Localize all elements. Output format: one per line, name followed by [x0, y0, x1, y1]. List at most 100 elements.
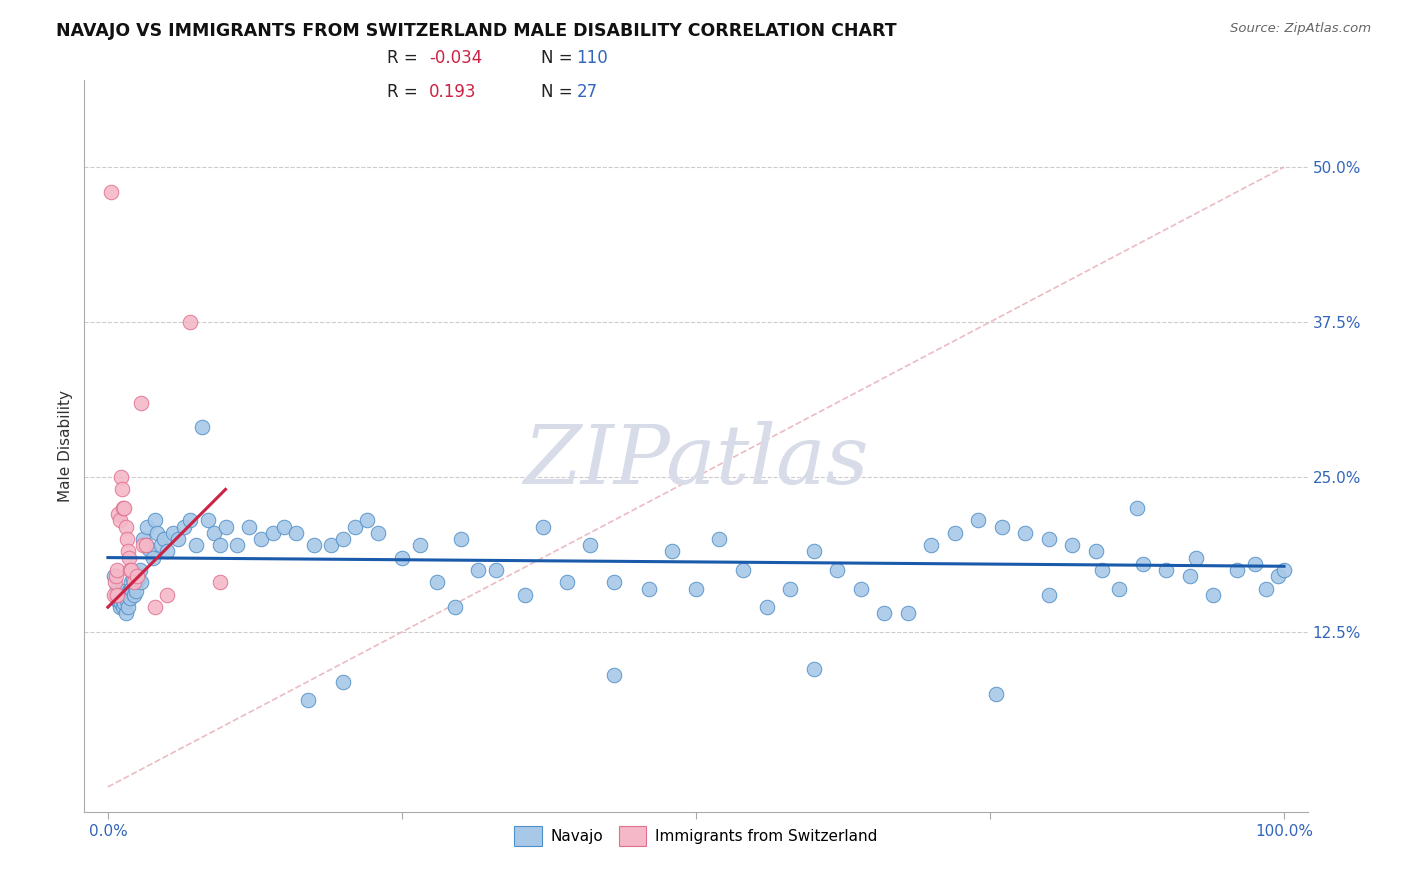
Navajo [321, 538, 343, 552]
Navajo [731, 563, 754, 577]
Navajo [444, 600, 467, 615]
Navajo [1126, 500, 1149, 515]
Navajo [367, 525, 389, 540]
Immigrants from Switzerland [120, 563, 142, 577]
Navajo [238, 519, 260, 533]
Navajo [1084, 544, 1107, 558]
Navajo [1272, 563, 1295, 577]
Immigrants from Switzerland [108, 513, 131, 527]
Navajo [984, 687, 1007, 701]
Navajo [127, 572, 149, 586]
Navajo [1178, 569, 1201, 583]
Navajo [114, 607, 136, 621]
Navajo [356, 513, 378, 527]
Navajo [122, 588, 145, 602]
Navajo [173, 519, 195, 533]
Navajo [1062, 538, 1084, 552]
Immigrants from Switzerland [122, 575, 145, 590]
Navajo [391, 550, 413, 565]
Navajo [124, 579, 146, 593]
Text: N =: N = [541, 49, 578, 67]
Navajo [226, 538, 249, 552]
Navajo [343, 519, 366, 533]
Navajo [967, 513, 990, 527]
Navajo [685, 582, 707, 596]
Navajo [153, 532, 176, 546]
Navajo [125, 584, 148, 599]
Navajo [115, 594, 138, 608]
Navajo [1243, 557, 1265, 571]
Navajo [111, 584, 134, 599]
Navajo [1256, 582, 1278, 596]
Navajo [849, 582, 872, 596]
Immigrants from Switzerland [143, 600, 166, 615]
Navajo [661, 544, 683, 558]
Navajo [709, 532, 731, 546]
Navajo [273, 519, 295, 533]
Navajo [135, 538, 157, 552]
Navajo [1185, 550, 1208, 565]
Immigrants from Switzerland [208, 575, 231, 590]
Legend: Navajo, Immigrants from Switzerland: Navajo, Immigrants from Switzerland [505, 817, 887, 855]
Navajo [184, 538, 207, 552]
Navajo [146, 525, 169, 540]
Navajo [332, 674, 354, 689]
Navajo [1156, 563, 1178, 577]
Navajo [1202, 588, 1225, 602]
Immigrants from Switzerland [132, 538, 155, 552]
Navajo [191, 420, 214, 434]
Navajo [149, 538, 172, 552]
Immigrants from Switzerland [156, 588, 179, 602]
Text: Source: ZipAtlas.com: Source: ZipAtlas.com [1230, 22, 1371, 36]
Immigrants from Switzerland [115, 532, 138, 546]
Immigrants from Switzerland [104, 575, 127, 590]
Navajo [897, 607, 920, 621]
Navajo [110, 597, 132, 611]
Immigrants from Switzerland [114, 519, 136, 533]
Navajo [602, 575, 624, 590]
Navajo [332, 532, 354, 546]
Navajo [120, 575, 142, 590]
Navajo [105, 588, 128, 602]
Navajo [143, 513, 166, 527]
Immigrants from Switzerland [110, 470, 132, 484]
Text: 0.193: 0.193 [429, 83, 477, 101]
Navajo [302, 538, 325, 552]
Navajo [1014, 525, 1036, 540]
Navajo [1038, 588, 1060, 602]
Navajo [943, 525, 966, 540]
Navajo [1267, 569, 1289, 583]
Navajo [108, 588, 131, 602]
Immigrants from Switzerland [179, 315, 201, 329]
Navajo [803, 662, 825, 676]
Navajo [426, 575, 449, 590]
Navajo [112, 597, 135, 611]
Text: 110: 110 [576, 49, 609, 67]
Navajo [162, 525, 184, 540]
Navajo [285, 525, 308, 540]
Navajo [555, 575, 578, 590]
Text: N =: N = [541, 83, 578, 101]
Navajo [779, 582, 801, 596]
Navajo [103, 569, 125, 583]
Navajo [467, 563, 489, 577]
Navajo [142, 550, 165, 565]
Navajo [515, 588, 537, 602]
Navajo [120, 582, 142, 596]
Navajo [579, 538, 602, 552]
Navajo [408, 538, 430, 552]
Navajo [1108, 582, 1130, 596]
Navajo [1091, 563, 1114, 577]
Navajo [117, 600, 139, 615]
Navajo [107, 594, 129, 608]
Navajo [450, 532, 472, 546]
Immigrants from Switzerland [118, 550, 141, 565]
Navajo [135, 519, 157, 533]
Navajo [129, 575, 152, 590]
Text: ZIPatlas: ZIPatlas [523, 421, 869, 500]
Navajo [197, 513, 219, 527]
Navajo [118, 584, 141, 599]
Navajo [121, 572, 143, 586]
Text: NAVAJO VS IMMIGRANTS FROM SWITZERLAND MALE DISABILITY CORRELATION CHART: NAVAJO VS IMMIGRANTS FROM SWITZERLAND MA… [56, 22, 897, 40]
Navajo [531, 519, 554, 533]
